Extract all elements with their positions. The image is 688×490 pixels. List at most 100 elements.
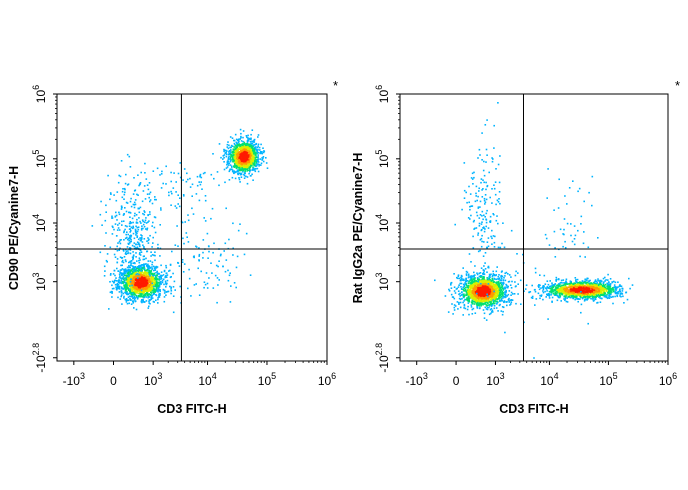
event-dot	[130, 205, 133, 208]
event-dot	[501, 313, 504, 316]
event-dot	[489, 295, 492, 297]
event-dot	[126, 225, 128, 228]
event-dot	[460, 274, 463, 277]
event-dot	[129, 264, 132, 267]
event-dot	[473, 282, 476, 285]
event-dot	[119, 269, 122, 271]
event-dot	[253, 163, 256, 165]
event-dot	[188, 268, 190, 271]
event-dot	[504, 295, 506, 297]
event-dot	[473, 288, 476, 290]
event-dot	[599, 301, 602, 303]
event-dot	[472, 293, 474, 295]
event-dot	[501, 282, 503, 284]
event-dot	[474, 291, 477, 293]
event-dot	[233, 142, 236, 145]
event-dot	[152, 274, 154, 277]
event-dot	[245, 152, 247, 154]
event-dot	[201, 188, 203, 190]
event-dot	[126, 231, 128, 233]
event-dot	[235, 145, 237, 147]
event-dot	[471, 279, 474, 282]
event-dot	[238, 177, 240, 179]
event-dot	[453, 273, 455, 275]
event-dot	[248, 162, 250, 165]
event-dot	[227, 269, 229, 272]
event-dot	[191, 183, 194, 186]
event-dot	[467, 292, 470, 295]
event-dot	[154, 198, 156, 201]
event-dot	[488, 284, 490, 286]
event-dot	[488, 280, 491, 283]
event-dot	[248, 137, 251, 140]
event-dot	[115, 235, 118, 237]
event-dot	[241, 155, 243, 158]
event-dot	[129, 261, 131, 263]
event-dot	[134, 278, 137, 280]
event-dot	[105, 259, 108, 262]
event-dot	[475, 294, 478, 296]
event-dot	[133, 278, 136, 280]
event-dot	[216, 171, 219, 173]
event-dot	[242, 159, 244, 162]
event-dot	[471, 292, 474, 295]
event-dot	[137, 278, 140, 281]
event-dot	[474, 297, 477, 299]
event-dot	[484, 294, 487, 297]
event-dot	[243, 148, 246, 150]
event-dot	[151, 202, 154, 205]
event-dot	[246, 176, 249, 178]
event-dot	[236, 150, 239, 153]
event-dot	[476, 295, 479, 298]
event-dot	[163, 289, 166, 292]
event-dot	[138, 275, 141, 278]
event-dot	[236, 155, 238, 157]
event-dot	[493, 307, 496, 310]
event-dot	[245, 143, 247, 145]
event-dot	[162, 288, 165, 291]
event-dot	[169, 264, 172, 266]
event-dot	[189, 186, 192, 188]
event-dot	[125, 285, 127, 288]
event-dot	[248, 152, 251, 154]
event-dot	[232, 152, 234, 154]
event-dot	[241, 159, 243, 161]
event-dot	[179, 197, 181, 199]
event-dot	[472, 283, 474, 286]
event-dot	[252, 144, 255, 147]
event-dot	[99, 213, 102, 216]
event-dot	[142, 280, 144, 282]
event-dot	[465, 279, 467, 282]
event-dot	[148, 293, 151, 295]
event-dot	[251, 173, 253, 176]
event-dot	[128, 264, 130, 267]
event-dot	[486, 286, 489, 288]
event-dot	[248, 147, 251, 150]
event-dot	[459, 292, 461, 295]
event-dot	[185, 232, 188, 234]
event-dot	[118, 291, 121, 293]
event-dot	[212, 287, 215, 289]
event-dot	[514, 285, 517, 288]
event-dot	[233, 139, 236, 142]
event-dot	[489, 286, 491, 289]
event-dot	[470, 281, 473, 283]
event-dot	[240, 172, 243, 175]
event-dot	[150, 287, 153, 289]
event-dot	[252, 149, 254, 151]
event-dot	[165, 264, 167, 267]
event-dot	[460, 286, 462, 288]
event-dot	[261, 152, 263, 155]
event-dot	[119, 239, 121, 241]
event-dot	[484, 303, 486, 305]
event-dot	[171, 250, 173, 253]
event-dot	[255, 153, 257, 156]
event-dot	[257, 145, 259, 147]
event-dot	[149, 266, 151, 269]
event-dot	[544, 290, 546, 293]
event-dot	[159, 290, 161, 292]
event-dot	[127, 299, 130, 302]
event-dot	[242, 164, 244, 167]
event-dot	[165, 286, 167, 288]
event-dot	[168, 194, 170, 197]
